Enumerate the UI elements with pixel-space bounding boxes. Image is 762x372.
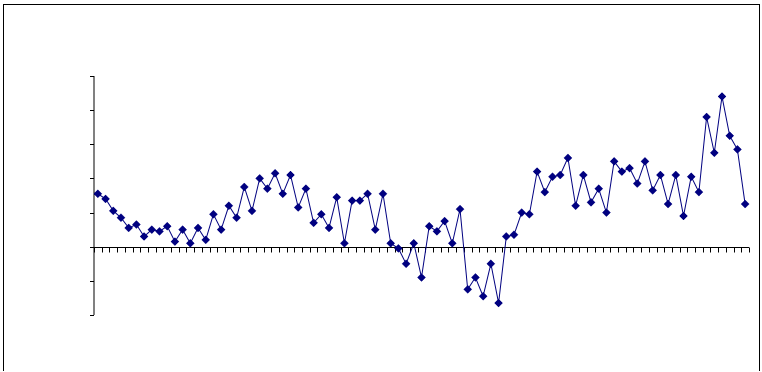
data-point xyxy=(286,170,295,180)
data-point xyxy=(332,192,342,202)
data-point xyxy=(355,196,365,205)
data-point xyxy=(409,238,419,248)
axes xyxy=(90,76,750,316)
data-point xyxy=(132,220,141,229)
data-point xyxy=(578,170,588,180)
data-point xyxy=(656,170,665,180)
series-group xyxy=(93,92,750,308)
data-point xyxy=(555,170,565,180)
data-point xyxy=(478,291,488,301)
data-point xyxy=(209,209,218,219)
data-point xyxy=(201,235,211,245)
data-point xyxy=(632,179,642,188)
data-point xyxy=(525,209,534,219)
data-point xyxy=(278,189,288,199)
data-point xyxy=(232,213,241,223)
data-point xyxy=(417,273,426,282)
data-point xyxy=(185,238,195,248)
data-point xyxy=(540,187,550,197)
data-point xyxy=(101,194,110,204)
data-point xyxy=(178,225,187,234)
data-point xyxy=(686,172,696,182)
data-point xyxy=(548,172,557,182)
data-point xyxy=(725,131,735,141)
data-point xyxy=(717,92,727,101)
data-point xyxy=(316,209,326,219)
data-point xyxy=(463,285,473,294)
data-point xyxy=(517,208,527,217)
data-point xyxy=(471,273,480,282)
data-point xyxy=(224,201,234,211)
data-point xyxy=(270,168,280,178)
data-point xyxy=(663,199,673,209)
data-point xyxy=(625,163,634,173)
data-point xyxy=(255,174,265,183)
data-point xyxy=(671,170,681,180)
data-point xyxy=(162,221,172,231)
data-point xyxy=(108,206,118,216)
data-point xyxy=(609,157,619,166)
data-point xyxy=(124,223,134,233)
data-point xyxy=(347,196,357,205)
data-point xyxy=(401,259,411,269)
data-point xyxy=(193,223,203,233)
data-point xyxy=(617,167,627,176)
data-point xyxy=(640,157,650,166)
data-point xyxy=(509,230,519,240)
data-point xyxy=(139,232,149,241)
data-point xyxy=(501,232,511,241)
data-point xyxy=(263,184,272,194)
data-point xyxy=(740,199,750,209)
data-point xyxy=(394,244,403,253)
data-point xyxy=(594,184,604,194)
data-point xyxy=(486,259,496,269)
data-point xyxy=(563,153,573,163)
data-point xyxy=(340,238,349,248)
series-line xyxy=(97,96,746,304)
data-point xyxy=(494,298,503,308)
data-point xyxy=(702,112,711,122)
data-point xyxy=(170,237,180,246)
data-point xyxy=(679,211,688,221)
data-point xyxy=(733,145,742,154)
data-point xyxy=(455,204,465,214)
data-point xyxy=(116,213,126,223)
data-point xyxy=(432,226,442,236)
data-point xyxy=(324,223,334,233)
data-point xyxy=(293,203,303,212)
data-point xyxy=(648,186,658,195)
data-point xyxy=(378,189,388,199)
data-point xyxy=(155,226,164,236)
data-point xyxy=(602,208,611,217)
data-point xyxy=(370,225,380,234)
data-point xyxy=(309,218,318,228)
chart-area xyxy=(3,4,760,371)
data-point xyxy=(440,216,449,226)
data-point xyxy=(694,187,704,197)
data-point xyxy=(147,225,157,234)
data-point xyxy=(363,189,372,199)
data-point xyxy=(447,238,457,248)
data-point xyxy=(571,201,580,211)
data-point xyxy=(93,189,103,199)
data-point xyxy=(386,238,396,248)
data-point xyxy=(424,221,434,231)
data-point xyxy=(301,184,311,194)
data-point xyxy=(216,225,226,234)
data-point xyxy=(239,182,249,192)
data-point xyxy=(709,148,719,158)
data-point xyxy=(247,206,257,216)
data-point xyxy=(586,197,596,207)
data-point xyxy=(532,167,542,176)
